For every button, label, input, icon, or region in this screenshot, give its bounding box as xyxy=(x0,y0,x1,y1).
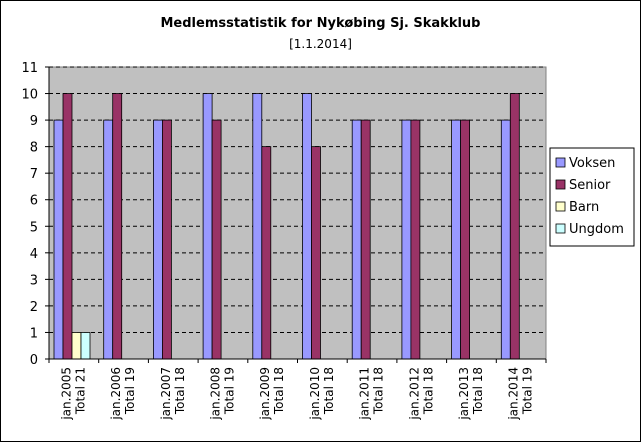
x-tick-label: jan.2007 xyxy=(159,367,173,421)
bar xyxy=(401,119,412,360)
y-tick-label: 2 xyxy=(30,300,38,315)
legend-swatch xyxy=(555,201,566,212)
x-tick-label: jan.2012 xyxy=(407,367,421,421)
y-tick-label: 0 xyxy=(30,353,38,368)
x-tick-label: Total 21 xyxy=(73,367,87,415)
legend-label: Barn xyxy=(569,200,599,215)
chart-subtitle: [1.1.2014] xyxy=(289,37,352,51)
bar xyxy=(53,119,64,360)
y-tick-label: 7 xyxy=(30,167,38,182)
plot-background xyxy=(48,66,547,360)
legend-label: Senior xyxy=(569,178,611,193)
bar xyxy=(302,93,312,360)
bar xyxy=(103,119,114,360)
y-tick-label: 11 xyxy=(21,61,38,76)
y-tick-label: 3 xyxy=(30,273,38,288)
bar xyxy=(360,119,371,360)
x-tick-label: Total 18 xyxy=(322,367,336,415)
bar xyxy=(252,93,263,360)
x-tick-label: Total 19 xyxy=(222,367,236,415)
bar xyxy=(211,119,222,360)
bar xyxy=(351,119,362,360)
x-tick-label: jan.2014 xyxy=(507,367,521,421)
x-tick-label: jan.2008 xyxy=(208,367,222,421)
plot-area xyxy=(48,66,547,360)
bar xyxy=(460,119,471,360)
x-axis: jan.2005 Total 21 jan.2006 Total 19 jan.2007… xyxy=(48,358,547,421)
x-tick-label: Total 18 xyxy=(372,367,386,415)
y-tick-label: 10 xyxy=(21,88,38,103)
bar xyxy=(62,93,73,360)
y-tick-label: 6 xyxy=(30,194,38,209)
x-tick-label: Total 18 xyxy=(272,367,286,415)
y-tick-label: 5 xyxy=(30,220,38,235)
x-tick-label: jan.2006 xyxy=(109,367,123,421)
y-axis: 0 1 2 3 4 5 6 7 8 9 10 11 xyxy=(21,61,50,368)
x-tick-label: Total 19 xyxy=(521,367,535,415)
x-tick-label: Total 18 xyxy=(471,367,485,415)
x-tick-label: jan.2011 xyxy=(358,367,372,421)
bar xyxy=(311,146,321,360)
x-tick-label: Total 18 xyxy=(421,367,435,415)
x-tick-label: jan.2010 xyxy=(308,367,322,421)
bar xyxy=(202,93,213,360)
legend-swatch xyxy=(555,157,566,168)
bar xyxy=(451,119,462,360)
chart-title: Medlemsstatistik for Nykøbing Sj. Skakkl… xyxy=(160,16,481,31)
legend: Voksen Senior Barn Ungdom xyxy=(549,147,635,247)
x-tick-label: jan.2009 xyxy=(258,367,272,421)
bar xyxy=(152,119,163,360)
bar xyxy=(71,332,82,360)
y-tick-label: 1 xyxy=(30,326,38,341)
x-tick-label: Total 19 xyxy=(123,367,137,415)
y-tick-label: 4 xyxy=(30,247,38,262)
bar xyxy=(112,93,123,360)
bar xyxy=(80,332,91,360)
bar xyxy=(500,119,511,360)
x-tick-label: Total 18 xyxy=(173,367,187,415)
bars xyxy=(53,93,520,360)
bar xyxy=(509,93,520,360)
legend-swatch xyxy=(555,223,566,234)
x-tick-label: jan.2005 xyxy=(59,367,73,421)
x-tick-label: jan.2013 xyxy=(457,367,471,421)
legend-swatch xyxy=(555,179,566,190)
legend-label: Ungdom xyxy=(569,222,624,237)
bar xyxy=(410,119,421,360)
bar xyxy=(261,146,272,360)
legend-label: Voksen xyxy=(569,156,615,171)
bar xyxy=(161,119,172,360)
y-tick-label: 8 xyxy=(30,141,38,156)
y-tick-label: 9 xyxy=(30,114,38,129)
